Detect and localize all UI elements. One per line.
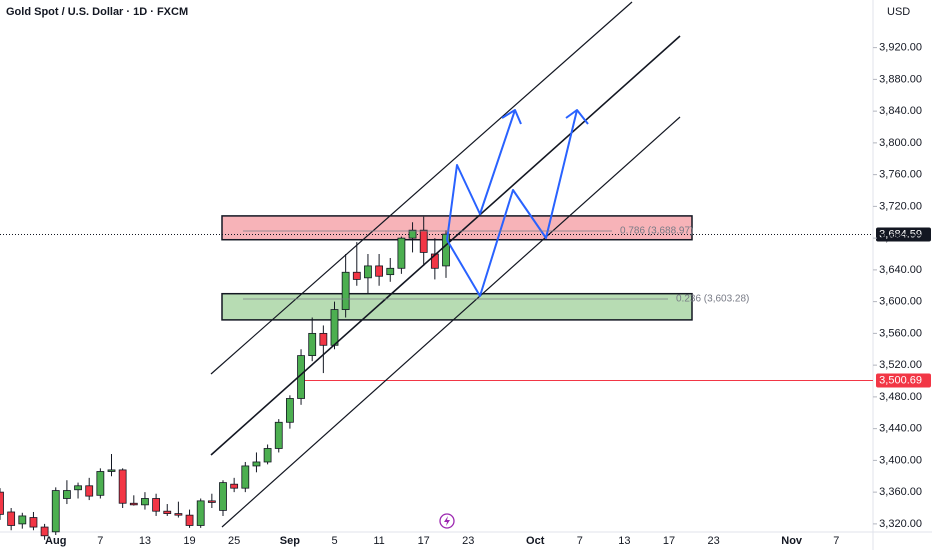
price-tag	[876, 227, 931, 242]
channel-middle	[210, 35, 681, 456]
arrow-head	[565, 109, 589, 125]
candle-body	[230, 483, 239, 489]
x-tick-label: 7	[577, 535, 583, 547]
fib-label: 0.236 (3,603.28)	[676, 294, 749, 305]
y-tick-label: 3,560.00	[879, 327, 922, 339]
candle-body	[51, 490, 60, 533]
y-tick-label: 3,440.00	[879, 423, 922, 435]
candle-body	[40, 526, 49, 537]
price-tag-label: 3,684.59	[879, 228, 922, 240]
x-tick-label: Sep	[280, 535, 300, 547]
candle-body	[163, 510, 172, 514]
candle-body	[408, 229, 417, 239]
y-tick-label: 3,840.00	[879, 105, 922, 117]
candle-body	[386, 267, 395, 276]
x-tick-label: 7	[833, 535, 839, 547]
zone	[221, 292, 693, 321]
x-tick-label: Nov	[781, 535, 803, 547]
candle-body	[129, 502, 138, 506]
x-tick-label: 5	[331, 535, 337, 547]
x-tick-label: 23	[707, 535, 719, 547]
candle-body	[263, 448, 272, 463]
candle-body	[96, 471, 105, 496]
projection-path	[446, 109, 516, 241]
candle-body	[18, 515, 27, 525]
y-tick-label: 3,880.00	[879, 73, 922, 85]
y-tick-label: 3,800.00	[879, 137, 922, 149]
y-tick-label: 3,640.00	[879, 264, 922, 276]
candle-body	[174, 513, 183, 516]
alert-circle[interactable]	[439, 513, 455, 529]
candle-body	[207, 500, 216, 503]
chart-title: Gold Spot / U.S. Dollar · 1D · FXCM	[6, 6, 188, 18]
candle-body	[241, 465, 250, 489]
arrow-head	[501, 109, 522, 125]
channel-upper	[210, 1, 633, 375]
y-tick-label: 3,480.00	[879, 391, 922, 403]
y-tick-label: 3,400.00	[879, 454, 922, 466]
candle-body	[152, 498, 161, 512]
candle-body	[375, 265, 384, 277]
candle-body	[7, 511, 16, 526]
channel-lower	[221, 116, 681, 528]
candle-body	[364, 265, 372, 279]
candle-body	[63, 490, 71, 499]
y-tick-label: 3,680.00	[879, 232, 922, 244]
candle-body	[330, 309, 339, 346]
price-tag	[876, 373, 931, 388]
projection	[446, 109, 589, 297]
candle-body	[285, 398, 294, 423]
y-tick-label: 3,920.00	[879, 42, 922, 54]
y-tick-label: 3,720.00	[879, 200, 922, 212]
candle-body	[118, 469, 127, 504]
y-tick-label: 3,360.00	[879, 486, 922, 498]
candle-body	[219, 482, 227, 511]
zone	[221, 215, 693, 241]
candle-body	[319, 332, 328, 346]
x-tick-label: 19	[183, 535, 195, 547]
x-tick-label: 25	[228, 535, 240, 547]
fib-label: 0.786 (3,688.97)	[620, 226, 693, 237]
candle-body	[85, 485, 94, 497]
candle-body	[274, 421, 283, 449]
candle-body	[107, 469, 116, 472]
channel	[210, 1, 681, 528]
alert-icon[interactable]	[439, 513, 455, 529]
candle-body	[442, 233, 450, 267]
candle-body	[74, 485, 82, 491]
x-tick-label: 23	[462, 535, 474, 547]
candle-body	[185, 514, 194, 526]
candle-body	[397, 237, 406, 269]
projection-path	[446, 109, 578, 297]
currency-label: USD	[887, 6, 910, 18]
candle-body	[308, 332, 317, 357]
x-tick-label: 17	[418, 535, 430, 547]
y-tick-label: 3,320.00	[879, 518, 922, 530]
x-tick-label: Oct	[526, 535, 545, 547]
x-tick-label: Aug	[45, 535, 66, 547]
x-tick-label: 13	[618, 535, 630, 547]
candle-body	[419, 229, 428, 253]
x-tick-label: 13	[139, 535, 151, 547]
x-tick-label: 17	[663, 535, 675, 547]
candle-body	[196, 500, 205, 526]
x-tick-label: 11	[373, 535, 384, 547]
candle-body	[141, 498, 149, 506]
y-tick-label: 3,520.00	[879, 359, 922, 371]
candle-body	[252, 461, 261, 467]
alert-bolt[interactable]	[444, 516, 450, 526]
x-tick-label: 7	[97, 535, 103, 547]
price-tag-label: 3,500.69	[879, 374, 922, 386]
y-tick-label: 3,600.00	[879, 296, 922, 308]
candle-body	[29, 517, 38, 528]
candle-body	[352, 271, 361, 280]
candle-body	[341, 271, 350, 310]
candle-body	[0, 491, 4, 515]
y-tick-label: 3,760.00	[879, 169, 922, 181]
